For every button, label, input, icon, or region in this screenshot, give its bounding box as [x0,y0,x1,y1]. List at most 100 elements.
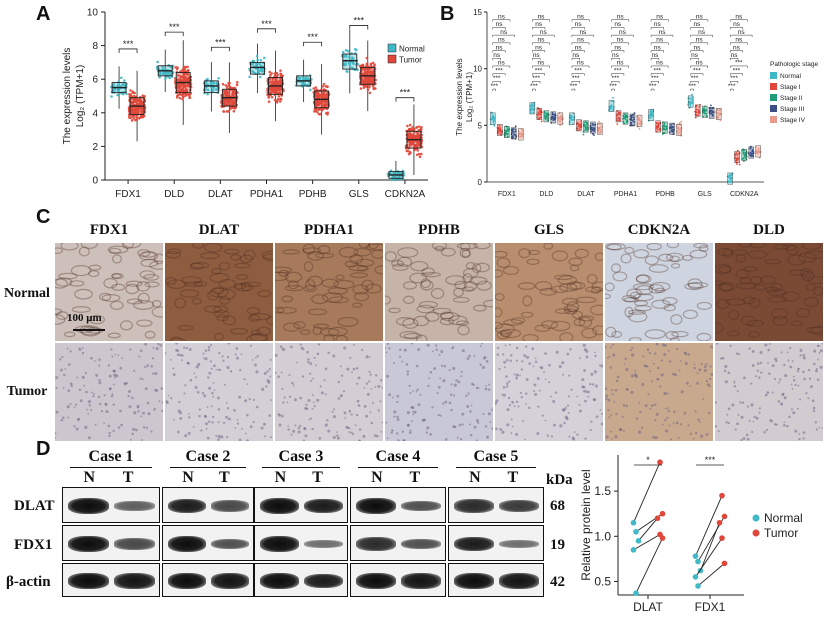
ihc-texture-mark [412,413,415,416]
ihc-texture-mark [473,355,476,358]
ihc-texture-mark [207,290,219,301]
ihc-tile-normal [275,243,383,341]
ihc-texture-mark [456,243,478,250]
ihc-texture-mark [319,385,322,388]
b-point [703,112,706,115]
ihc-texture-mark [802,370,805,374]
b-point [539,113,542,116]
ihc-texture-mark [694,410,697,413]
b-sig-bracket [650,42,669,45]
a-point [251,59,255,63]
ihc-texture-mark [519,374,521,377]
ihc-texture-mark [311,294,329,305]
ihc-texture-mark [738,353,741,356]
ihc-texture-mark [70,384,74,388]
d-point-normal [695,558,701,565]
ihc-texture-mark [687,278,703,290]
a-point [369,80,372,84]
d-point-tumor [659,535,666,541]
a-point [350,56,354,59]
ihc-texture-mark [584,399,587,403]
ihc-texture-mark [674,373,677,376]
ihc-texture-mark [399,348,402,351]
ihc-texture-mark [531,347,535,351]
ihc-texture-mark [472,304,487,312]
d-pair-line [695,537,723,578]
ihc-texture-mark [611,393,614,396]
b-box [687,95,694,108]
ihc-texture-mark [810,326,823,336]
b-point [544,118,547,120]
ihc-texture-mark [234,262,251,269]
ihc-texture-mark [812,406,816,410]
ihc-texture-mark [669,255,680,262]
ihc-texture-mark [279,345,283,349]
b-point [499,133,502,135]
ihc-texture-mark [644,329,666,339]
b-point [738,163,741,166]
b-point [624,116,627,119]
b-point [616,115,619,117]
ihc-texture-mark [661,423,664,426]
a-point [232,101,236,105]
b-point [554,118,556,120]
ihc-texture-mark [144,343,148,346]
ihc-texture-mark [569,348,572,351]
a-point [371,78,375,82]
ihc-texture-mark [119,366,123,370]
b-xtick-label: PDHA1 [614,191,637,198]
a-ytick-label: 4 [92,108,98,119]
a-point [344,54,347,57]
b-point [694,116,697,119]
ihc-texture-mark [204,357,208,361]
a-point [368,85,371,89]
b-point [612,96,614,99]
b-sig-label: *** [490,83,498,90]
ihc-texture-mark [573,318,586,327]
b-sig-label: ns [694,21,702,28]
b-point [505,129,508,132]
ihc-texture-mark [293,321,306,330]
b-point [670,123,672,126]
ihc-texture-mark [468,354,471,358]
b-point [699,103,701,106]
ihc-texture-mark [468,423,471,426]
b-point [623,122,626,125]
ihc-texture-mark [275,271,289,282]
ihc-texture-mark [733,380,736,383]
a-point [183,75,187,79]
ihc-texture-mark [203,357,205,360]
ihc-texture-mark [735,352,739,355]
b-ytick-label: 0 [478,178,483,187]
ihc-texture-mark [641,426,644,429]
b-sig-label: ns [614,44,622,51]
b-point [734,159,737,162]
ihc-texture-mark [183,392,186,395]
ihc-texture-mark [98,358,101,361]
a-point [301,75,305,79]
a-point [315,91,319,95]
b-sig-bracket [532,81,541,84]
ihc-texture-mark [663,418,667,422]
ihc-texture-mark [801,271,815,282]
a-point [361,64,365,68]
ihc-texture-mark [637,430,642,434]
d-xtick-label: FDX1 [695,600,726,614]
ihc-texture-mark [361,279,374,291]
ihc-texture-mark [225,402,228,404]
a-point [348,61,351,65]
b-point [705,114,708,117]
ihc-tile-tumor [715,343,823,441]
ihc-texture-mark [563,305,579,313]
wb-case-label: Case 1 [88,448,134,465]
ihc-texture-mark [756,362,760,365]
ihc-texture-mark [473,243,491,250]
ihc-texture-mark [739,277,752,285]
b-point [512,135,514,137]
b-box [694,104,701,117]
ihc-texture-mark [784,374,788,378]
b-point [735,163,738,165]
ihc-texture-mark [352,343,355,346]
a-point [318,101,322,105]
a-xtick-label: FDX1 [115,189,141,200]
